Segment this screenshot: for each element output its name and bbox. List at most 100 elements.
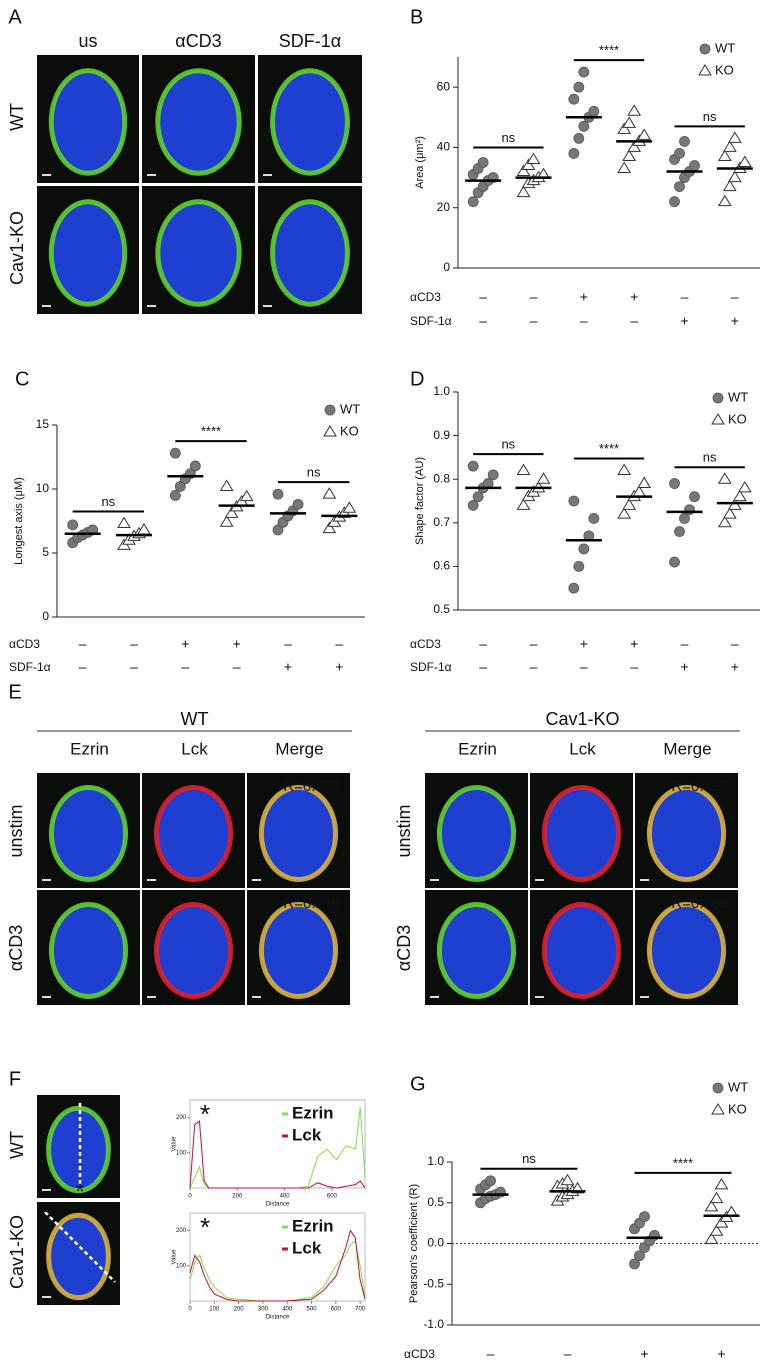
row-label: unstim xyxy=(6,804,26,857)
data-point xyxy=(674,148,685,159)
data-point xyxy=(704,1232,719,1244)
x-tick-label: 0 xyxy=(188,1307,192,1313)
cell xyxy=(48,199,128,307)
legend-label: WT xyxy=(728,1079,748,1094)
significance-label: ns xyxy=(522,1151,536,1166)
panel-letter: D xyxy=(410,368,424,390)
data-point xyxy=(323,425,337,437)
data-point xyxy=(189,460,201,472)
profile-start: * xyxy=(76,1179,85,1204)
x-tick-label: 200 xyxy=(232,1194,243,1200)
condition-value: – xyxy=(479,636,487,652)
condition-label: αCD3 xyxy=(410,637,441,651)
data-point xyxy=(219,479,234,491)
legend-swatch xyxy=(282,1134,288,1138)
data-point xyxy=(714,1177,729,1190)
cell xyxy=(155,68,242,176)
data-point xyxy=(516,164,531,177)
plot-frame xyxy=(189,1212,366,1302)
data-point xyxy=(714,1216,729,1228)
scale-bar xyxy=(535,996,544,998)
data-point xyxy=(712,1082,724,1094)
data-point xyxy=(717,149,732,161)
condition-value: – xyxy=(681,289,689,305)
x-tick-label: 400 xyxy=(282,1307,293,1313)
y-tick-label: 1.0 xyxy=(427,1154,444,1168)
scale-bar xyxy=(263,305,272,307)
significance-label: **** xyxy=(599,441,619,456)
data-point xyxy=(219,515,234,527)
data-point xyxy=(568,93,580,105)
row-label: WT xyxy=(7,103,27,131)
data-point xyxy=(717,194,732,207)
data-point xyxy=(568,148,580,159)
significance-label: ns xyxy=(703,450,717,465)
r-value: R=0.705 xyxy=(671,895,728,912)
data-point xyxy=(709,1191,724,1204)
y-tick-label: 0.0 xyxy=(427,1236,444,1250)
condition-value: – xyxy=(479,659,487,675)
data-point xyxy=(637,128,652,140)
condition-value: – xyxy=(630,659,638,675)
row-label: αCD3 xyxy=(394,925,414,971)
y-axis-label: Value xyxy=(172,1136,178,1152)
data-point xyxy=(272,524,284,536)
condition-value: + xyxy=(580,289,588,305)
y-tick-label: 0.7 xyxy=(433,515,450,529)
significance-label: ns xyxy=(307,465,321,480)
y-tick-label: 100 xyxy=(176,1263,187,1269)
data-point xyxy=(622,116,637,128)
significance-label: ns xyxy=(501,130,515,145)
legend-swatch xyxy=(282,1247,288,1251)
legend-label: WT xyxy=(715,40,735,55)
x-tick-label: 100 xyxy=(209,1307,220,1313)
cell xyxy=(541,902,622,999)
condition-value: + xyxy=(640,1346,648,1362)
panel-letter: G xyxy=(410,1073,426,1095)
legend-label: KO xyxy=(728,1101,747,1116)
legend-swatch xyxy=(282,1112,288,1116)
data-point xyxy=(487,469,499,481)
data-point xyxy=(722,140,737,152)
y-tick-label: 0.6 xyxy=(433,559,450,573)
data-point xyxy=(568,582,580,594)
data-point xyxy=(472,491,484,503)
cell xyxy=(258,902,339,999)
data-point xyxy=(711,1103,725,1115)
profile-trace xyxy=(189,1120,366,1189)
data-point xyxy=(717,515,732,528)
data-point xyxy=(722,507,737,519)
data-point xyxy=(342,501,357,513)
significance-label: **** xyxy=(673,1155,693,1170)
data-point xyxy=(239,489,254,502)
scale-bar xyxy=(42,1189,51,1191)
data-point xyxy=(324,404,336,416)
condition-value: + xyxy=(717,1346,725,1362)
panel-letter: C xyxy=(15,368,29,390)
data-point xyxy=(679,135,690,147)
condition-value: – xyxy=(530,313,538,329)
column-label: Ezrin xyxy=(70,739,109,758)
condition-label: αCD3 xyxy=(9,637,40,651)
data-point xyxy=(737,480,752,493)
y-axis-label: Longest axis (μM) xyxy=(13,477,25,565)
data-point xyxy=(67,519,79,531)
cell xyxy=(436,785,517,882)
cell xyxy=(48,902,129,999)
cell xyxy=(46,1212,111,1301)
data-point xyxy=(573,81,585,93)
scale-bar xyxy=(535,879,544,881)
column-label: Merge xyxy=(275,739,323,758)
row-label: Cav1-KO xyxy=(7,1215,27,1289)
data-point xyxy=(477,157,489,168)
cell xyxy=(270,68,350,176)
data-point xyxy=(516,498,531,510)
condition-value: – xyxy=(79,636,87,652)
data-point xyxy=(627,104,642,116)
condition-value: – xyxy=(479,289,487,305)
panel-letter: B xyxy=(410,6,423,28)
y-tick-label: 1.0 xyxy=(433,384,450,398)
data-point xyxy=(669,478,680,489)
panel-letter: F xyxy=(9,1068,21,1090)
data-point xyxy=(536,472,551,484)
